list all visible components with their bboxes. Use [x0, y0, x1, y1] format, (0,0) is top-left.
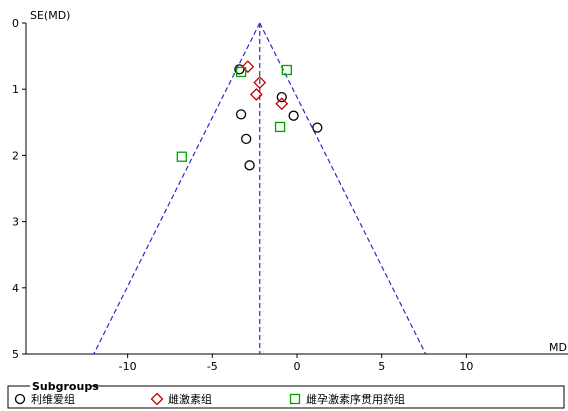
- legend-label: 雌孕激素序贯用药组: [306, 392, 405, 406]
- funnel-right-boundary: [259, 22, 427, 355]
- y-tick-label: 2: [12, 149, 19, 162]
- legend-label: 利维爱组: [31, 392, 75, 406]
- legend-marker-diamond: [150, 392, 164, 406]
- data-point-diamond: [275, 97, 289, 111]
- data-point-circle: [235, 109, 247, 120]
- legend-marker-square: [289, 393, 301, 405]
- data-points: [176, 60, 323, 171]
- legend-title-bg: [30, 379, 90, 393]
- x-tick-label: 0: [294, 360, 301, 373]
- legend-marker-circle: [14, 393, 26, 405]
- legend-title: Subgroups: [32, 380, 99, 393]
- data-point-square: [281, 64, 292, 76]
- data-point-circle: [244, 160, 255, 171]
- data-point-circle: [234, 64, 245, 75]
- data-point-square: [176, 151, 187, 162]
- y-tick-label: 5: [12, 348, 19, 361]
- data-point-diamond: [241, 60, 255, 74]
- data-point-square: [274, 121, 286, 133]
- data-point-circle: [312, 122, 323, 133]
- legend-label: 雌激素组: [168, 392, 212, 406]
- axes: 0 1 2 3 4 5 -10 -5 0 5 10: [12, 17, 568, 373]
- y-tick-label: 4: [12, 282, 19, 295]
- data-point-square: [235, 66, 247, 78]
- data-point-diamond: [249, 88, 263, 101]
- x-tick-label: -10: [119, 360, 137, 373]
- data-point-circle: [241, 133, 252, 145]
- y-tick-label: 3: [12, 216, 19, 229]
- legend-items: 利维爱组 雌激素组 雌孕激素序贯用药组: [14, 392, 405, 406]
- x-tick-label: -5: [207, 360, 218, 373]
- legend-box: [7, 385, 565, 409]
- x-tick-label: 10: [459, 360, 473, 373]
- funnel-left-boundary: [93, 22, 261, 355]
- legend: Subgroups 利维爱组 雌激素组 雌孕激素序贯用药组: [7, 379, 565, 409]
- funnel-lines: [93, 22, 427, 355]
- data-point-circle: [276, 91, 287, 103]
- y-tick-label: 0: [12, 17, 19, 30]
- y-tick-label: 1: [12, 83, 19, 96]
- x-tick-label: 5: [378, 360, 385, 373]
- data-point-circle: [288, 110, 299, 121]
- x-axis-label: MD: [549, 341, 567, 354]
- y-axis-label: SE(MD): [30, 9, 70, 22]
- data-point-diamond: [253, 76, 267, 89]
